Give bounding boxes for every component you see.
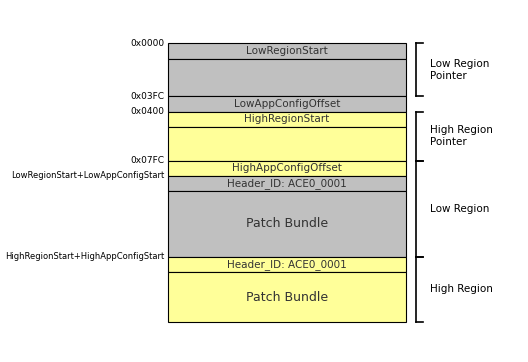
Bar xyxy=(168,191,406,257)
Bar xyxy=(168,96,406,112)
Text: HighRegionStart+HighAppConfigStart: HighRegionStart+HighAppConfigStart xyxy=(5,252,164,261)
Bar xyxy=(168,127,406,160)
Text: Patch Bundle: Patch Bundle xyxy=(246,218,328,231)
Bar xyxy=(168,43,406,59)
Text: LowRegionStart: LowRegionStart xyxy=(246,46,328,56)
Text: LowRegionStart+LowAppConfigStart: LowRegionStart+LowAppConfigStart xyxy=(11,171,164,180)
Text: High Region: High Region xyxy=(430,285,493,294)
Bar xyxy=(168,176,406,191)
Text: 0x03FC: 0x03FC xyxy=(130,92,164,101)
Text: 0x0000: 0x0000 xyxy=(130,39,164,48)
Text: High Region
Pointer: High Region Pointer xyxy=(430,125,493,147)
Text: Low Region: Low Region xyxy=(430,203,489,214)
Text: Header_ID: ACE0_0001: Header_ID: ACE0_0001 xyxy=(227,259,347,270)
Text: 0x0400: 0x0400 xyxy=(130,107,164,116)
Text: Patch Bundle: Patch Bundle xyxy=(246,291,328,304)
Bar xyxy=(168,257,406,272)
Bar xyxy=(168,112,406,127)
Text: Low Region
Pointer: Low Region Pointer xyxy=(430,59,489,81)
Bar xyxy=(168,160,406,176)
Text: 0x07FC: 0x07FC xyxy=(130,156,164,165)
Text: HighRegionStart: HighRegionStart xyxy=(244,114,329,125)
Text: LowAppConfigOffset: LowAppConfigOffset xyxy=(234,99,340,109)
Text: Header_ID: ACE0_0001: Header_ID: ACE0_0001 xyxy=(227,178,347,189)
Bar xyxy=(168,272,406,322)
Text: HighAppConfigOffset: HighAppConfigOffset xyxy=(232,163,342,173)
Bar xyxy=(168,59,406,96)
